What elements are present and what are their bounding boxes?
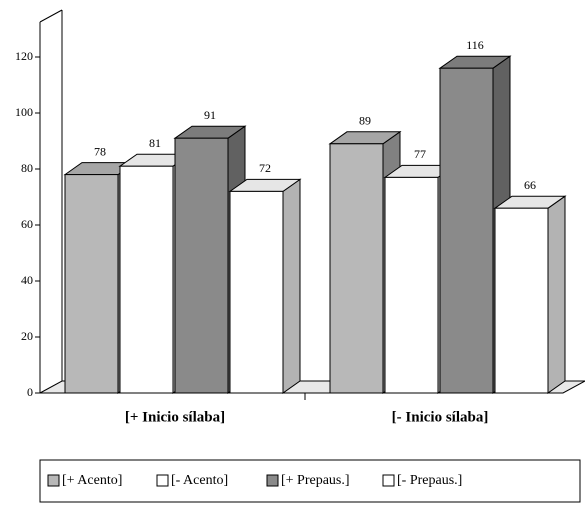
value-label: 78 xyxy=(94,144,106,158)
legend-swatch xyxy=(382,474,395,487)
legend-label: [- Prepaus.] xyxy=(397,473,462,488)
wall-top-edge xyxy=(39,9,63,23)
value-label: 66 xyxy=(524,178,536,192)
bar xyxy=(384,176,439,394)
legend-label: [+ Acento] xyxy=(62,473,122,488)
value-label: 91 xyxy=(204,108,216,122)
value-label: 81 xyxy=(149,136,161,150)
bar xyxy=(494,207,549,394)
x-tick-label: [- Inicio sílaba] xyxy=(392,409,489,425)
bar xyxy=(174,137,229,394)
bar xyxy=(64,174,119,394)
y-tick-label: 120 xyxy=(15,49,33,63)
legend-swatch xyxy=(156,474,169,487)
y-tick-label: 0 xyxy=(27,385,33,399)
y-tick-label: 40 xyxy=(21,273,33,287)
bar xyxy=(439,67,494,394)
legend-label: [- Acento] xyxy=(171,473,228,488)
y-tick-label: 100 xyxy=(15,105,33,119)
bar xyxy=(329,143,384,394)
y-tick-label: 80 xyxy=(21,161,33,175)
y-tick-label: 20 xyxy=(21,329,33,343)
y-tick-label: 60 xyxy=(21,217,33,231)
bar xyxy=(119,165,174,394)
value-label: 89 xyxy=(359,114,371,128)
legend-box xyxy=(39,459,581,503)
value-label: 72 xyxy=(259,161,271,175)
legend-label: [+ Prepaus.] xyxy=(281,473,350,488)
bar-side xyxy=(547,195,566,394)
value-label: 77 xyxy=(414,147,426,161)
x-tick-label: [+ Inicio sílaba] xyxy=(125,409,225,425)
bar-side xyxy=(282,178,301,394)
legend-swatch xyxy=(47,474,60,487)
bar xyxy=(229,190,284,394)
value-label: 116 xyxy=(466,38,484,52)
legend-swatch xyxy=(266,474,279,487)
